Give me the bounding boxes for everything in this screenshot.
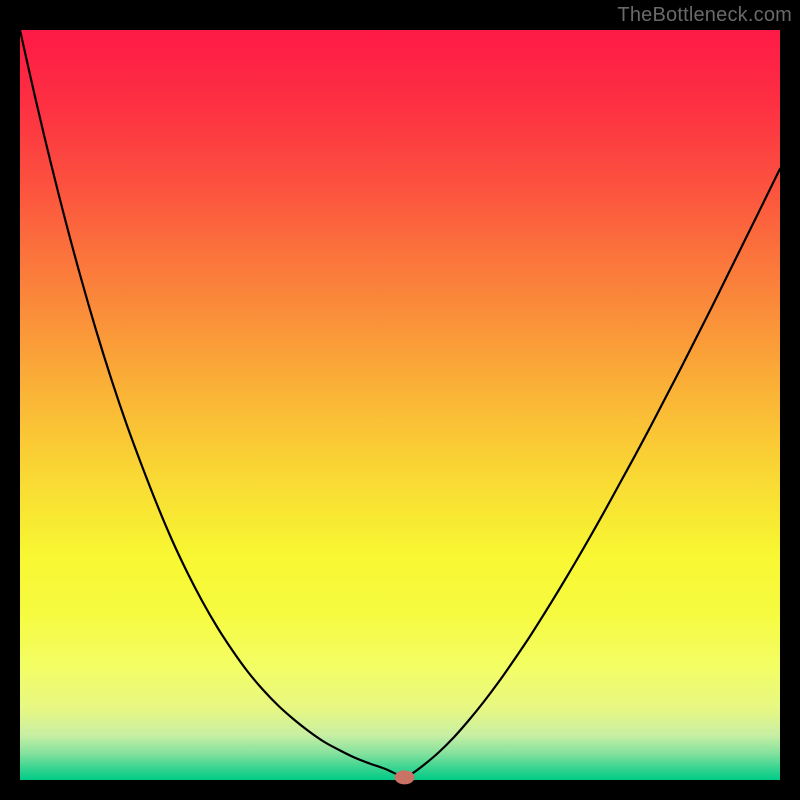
optimum-marker [395,770,415,784]
watermark-text: TheBottleneck.com [617,4,792,27]
plot-background [20,30,780,780]
chart-container: TheBottleneck.com [0,0,800,800]
chart-svg [0,0,800,800]
